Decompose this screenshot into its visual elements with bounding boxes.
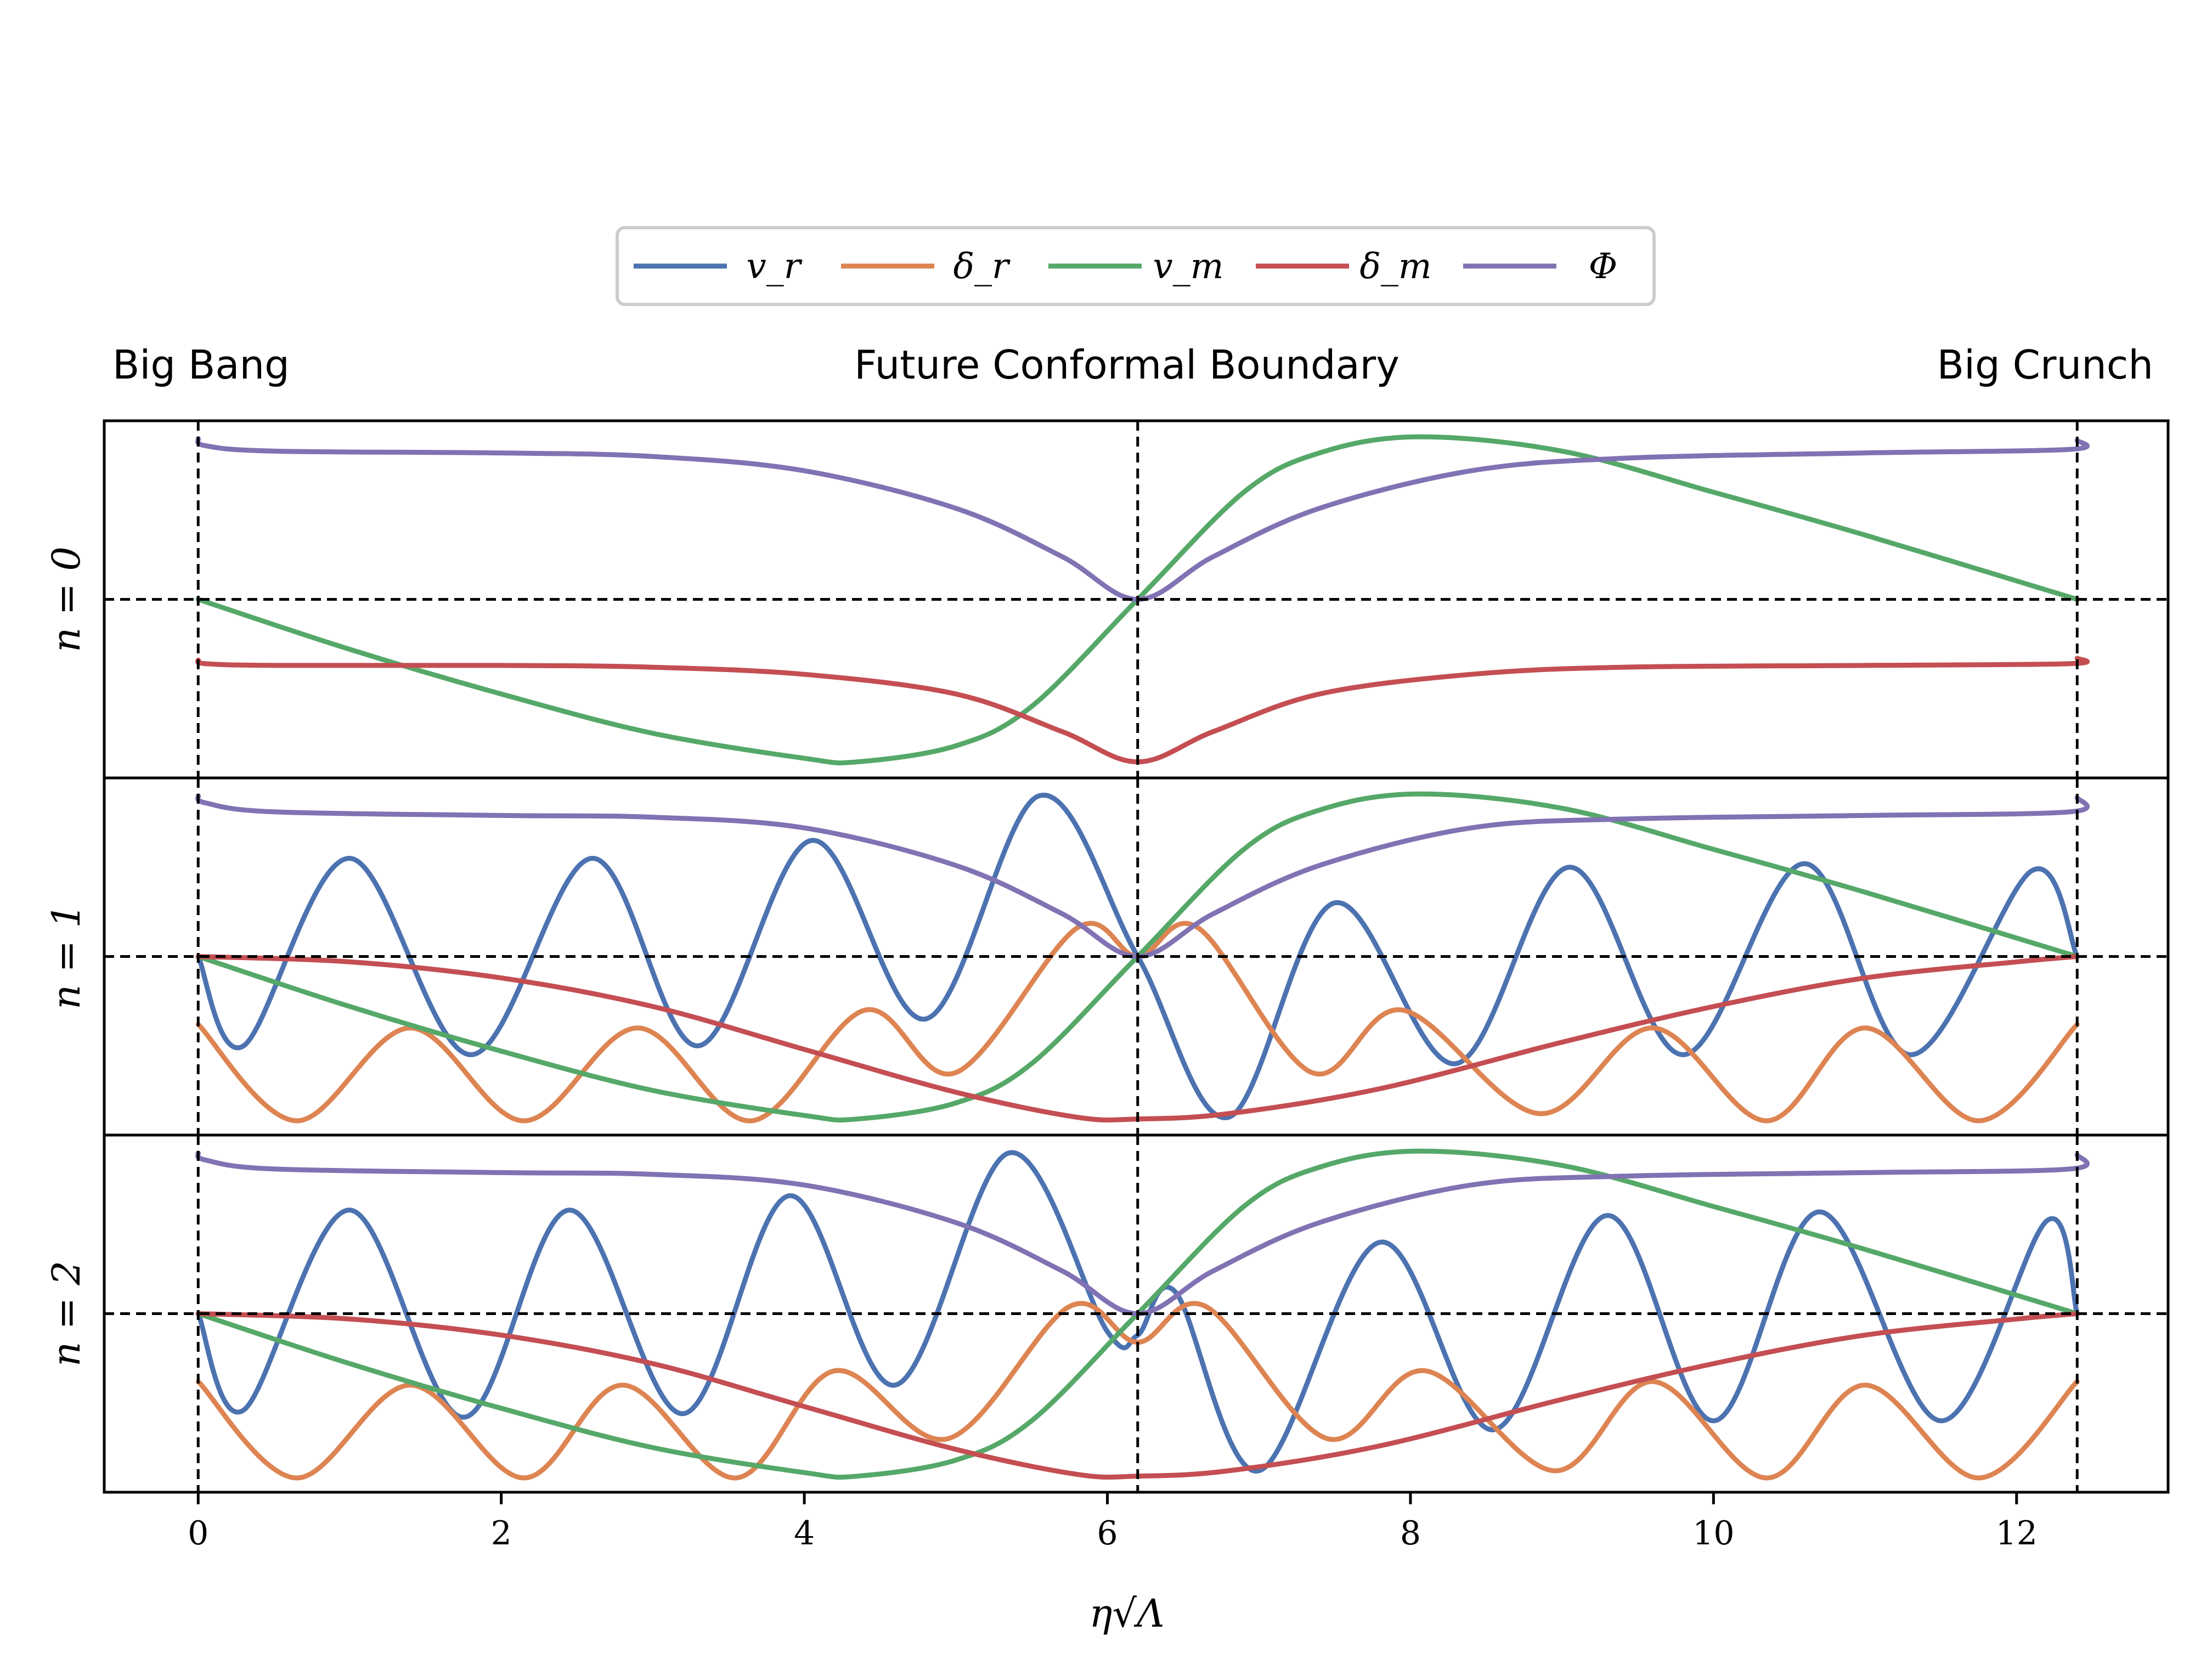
- x-tick-label-2: 2: [491, 1514, 512, 1553]
- x-axis: 0 2 4 6 8 10 12: [188, 1492, 2038, 1553]
- series-Phi-n1: [195, 793, 2090, 959]
- x-tick-label-0: 0: [188, 1514, 208, 1553]
- series-v_m-n1: [195, 791, 2080, 1123]
- y-label-n0: n = 0: [44, 546, 89, 652]
- big-crunch-label: Big Crunch: [1937, 342, 2153, 388]
- x-axis-label: η√Λ: [1089, 1591, 1164, 1636]
- x-tick-label-6: 6: [1097, 1514, 1118, 1553]
- series-delta_m-n0: [195, 656, 2090, 765]
- panel-n0: n = 0: [44, 419, 2170, 780]
- legend-label-Phi: Φ: [1589, 246, 1617, 287]
- series-v_m-n0: [195, 434, 2080, 766]
- legend-label-v_m: v_m: [1153, 246, 1224, 287]
- panel-n2: n = 2: [44, 1133, 2170, 1494]
- x-tick-label-10: 10: [1692, 1514, 1734, 1553]
- x-tick-label-8: 8: [1400, 1514, 1421, 1553]
- x-tick-label-4: 4: [794, 1514, 815, 1553]
- y-label-n1: n = 1: [44, 904, 89, 1009]
- future-conformal-boundary-label: Future Conformal Boundary: [854, 342, 1400, 388]
- series-Phi-n0: [195, 436, 2090, 602]
- big-bang-label: Big Bang: [112, 342, 290, 388]
- legend-label-v_r: v_r: [747, 246, 803, 287]
- legend: v_r δ_r v_m δ_m Φ: [616, 226, 1656, 306]
- panel-n1: n = 1: [44, 776, 2170, 1137]
- panels: n = 0 n = 1 n = 2: [44, 419, 2170, 1494]
- series-v_m-n2: [195, 1148, 2080, 1480]
- legend-label-delta_r: δ_r: [953, 246, 1011, 287]
- y-label-n2: n = 2: [44, 1261, 89, 1367]
- x-tick-label-12: 12: [1996, 1514, 2038, 1553]
- panel-frame-n2: [103, 1133, 2170, 1494]
- series-Phi-n2: [195, 1150, 2090, 1316]
- top-labels: Big Bang Future Conformal Boundary Big C…: [112, 342, 2153, 388]
- legend-label-delta_m: δ_m: [1359, 246, 1431, 287]
